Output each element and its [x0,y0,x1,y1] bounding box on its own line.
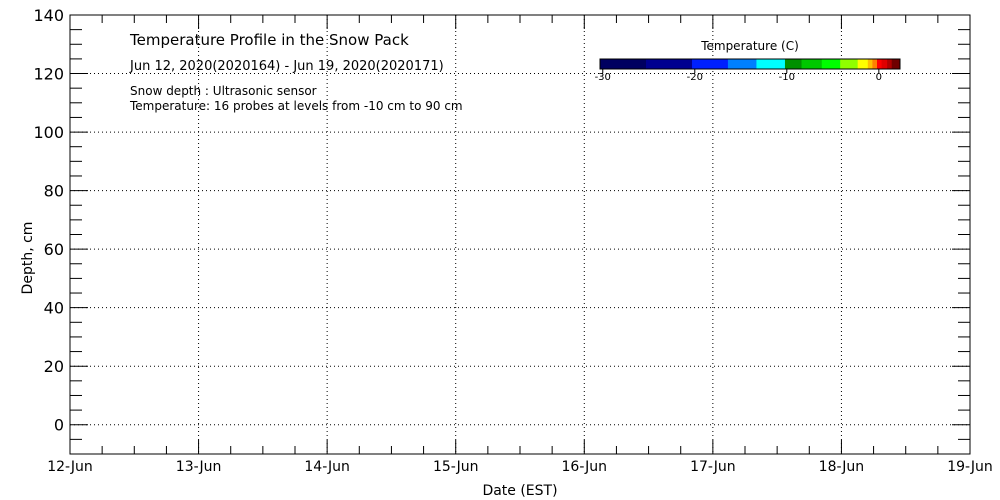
colorbar-segment [857,59,869,69]
x-tick-label: 17-Jun [690,459,736,475]
colorbar-tick-label: -10 [779,72,795,83]
colorbar-segment [891,59,901,69]
colorbar-segment [821,59,841,69]
x-tick-label: 16-Jun [562,459,608,475]
x-tick-labels: 12-Jun 13-Jun 14-Jun 15-Jun 16-Jun 17-Jun 18-J… [47,459,993,475]
colorbar-segment [692,59,729,69]
y-tick-label: 80 [44,182,64,201]
axis-ticks [69,14,971,455]
chart-title: Temperature Profile in the Snow Pack [129,31,409,49]
x-tick-label: 15-Jun [433,459,479,475]
x-tick-label: 18-Jun [819,459,865,475]
colorbar-segment [756,59,786,69]
plot-frame [69,14,971,455]
colorbar-tick-label: 0 [876,72,882,83]
colorbar-segment [727,59,757,69]
colorbar-segment [867,59,873,69]
chart-subtitle: Jun 12, 2020(2020164) - Jun 19, 2020(202… [129,59,444,74]
y-tick-label: 120 [33,65,64,84]
x-tick-label: 19-Jun [947,459,993,475]
y-tick-label: 0 [54,416,64,435]
note-temperature: Temperature: 16 probes at levels from -1… [129,99,463,113]
x-axis-label: Date (EST) [482,483,557,499]
colorbar-segment [646,59,693,69]
y-tick-label: 100 [33,123,64,142]
y-tick-label: 20 [44,357,64,376]
colorbar-segment [801,59,823,69]
x-tick-label: 13-Jun [176,459,222,475]
y-tick-label: 40 [44,299,64,318]
note-snow-depth: Snow depth : Ultrasonic sensor [130,84,317,98]
y-axis-label: Depth, cm [20,222,36,295]
colorbar-segment [784,59,803,69]
x-tick-label: 12-Jun [47,459,93,475]
colorbar-title: Temperature (C) [700,39,799,53]
colorbar: Temperature (C) -30 -20 -10 0 [595,39,901,83]
y-tick-labels: 0 20 40 60 80 100 120 140 [33,6,64,435]
colorbar-segment [881,59,888,69]
grid [70,15,970,454]
colorbar-segment [600,59,647,69]
y-tick-label: 60 [44,240,64,259]
colorbar-tick-label: -30 [595,72,611,83]
y-tick-label: 140 [33,6,64,25]
colorbar-frame [599,58,901,70]
colorbar-segment [872,59,878,69]
colorbar-segment [876,59,883,69]
x-tick-label: 14-Jun [304,459,350,475]
colorbar-segment [887,59,893,69]
colorbar-segment [840,59,859,69]
colorbar-tick-label: -20 [687,72,703,83]
